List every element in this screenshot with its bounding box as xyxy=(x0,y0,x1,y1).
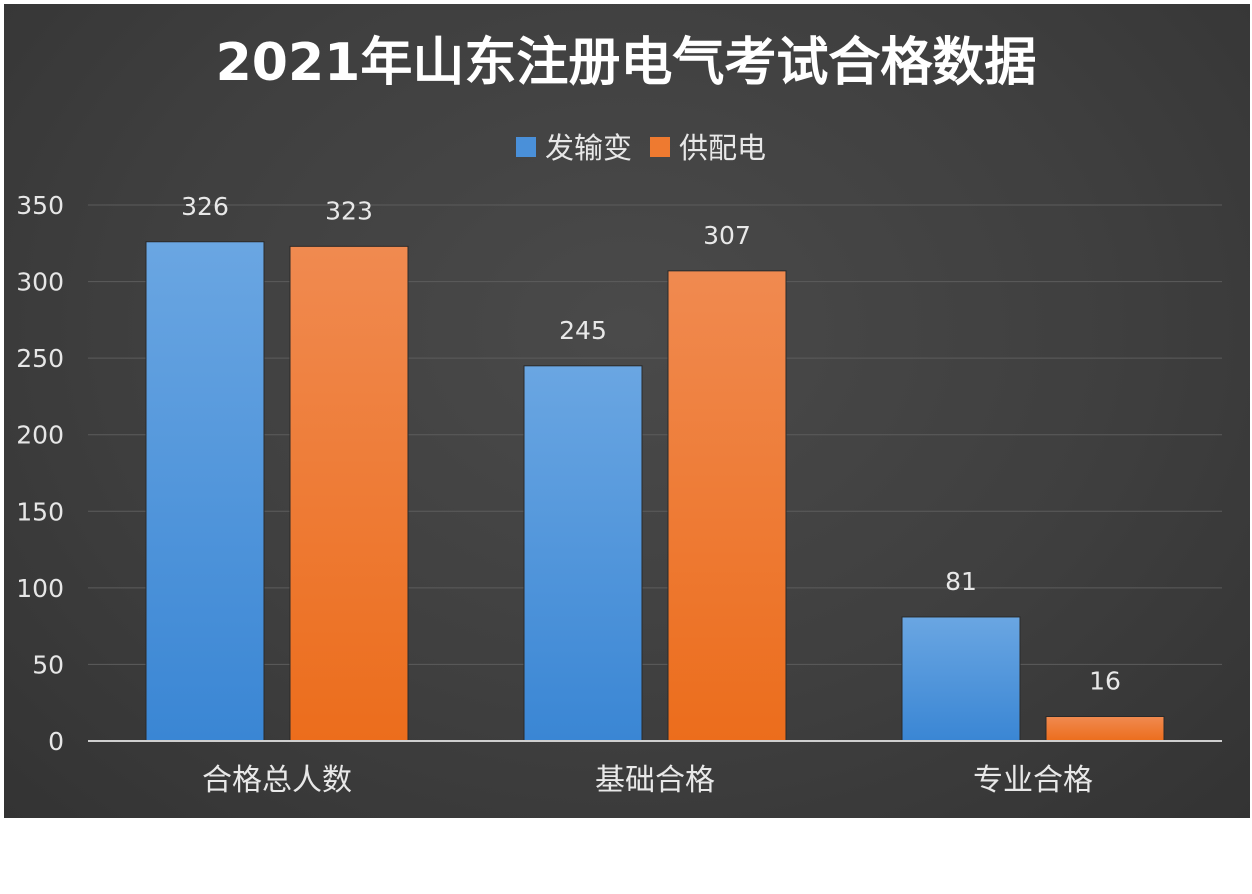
bar-gongpeidian-total xyxy=(289,245,409,742)
bar-fashubian-basic xyxy=(523,365,643,742)
y-tick-label-50: 50 xyxy=(32,650,64,679)
data-label-gongpeidian-basic: 307 xyxy=(703,221,751,250)
data-label-fashubian-professional: 81 xyxy=(945,567,977,596)
bar-gongpeidian-basic xyxy=(667,270,787,742)
legend-swatch-gongpeidian xyxy=(650,137,670,157)
data-label-fashubian-basic: 245 xyxy=(559,316,607,345)
data-label-gongpeidian-total: 323 xyxy=(325,196,373,225)
x-tick-label-total: 合格总人数 xyxy=(202,763,352,798)
y-tick-label-250: 250 xyxy=(16,344,64,373)
y-tick-label-350: 350 xyxy=(16,191,64,220)
y-tick-label-200: 200 xyxy=(16,421,64,450)
legend-swatch-fashubian xyxy=(516,137,536,157)
gridlines xyxy=(88,204,1222,665)
legend: 发输变 供配电 xyxy=(516,131,766,165)
data-label-fashubian-total: 326 xyxy=(181,192,229,221)
bar-gongpeidian-professional xyxy=(1045,715,1165,742)
legend-label-gongpeidian: 供配电 xyxy=(679,131,766,165)
y-axis-ticks: 0 50 100 150 200 250 300 350 xyxy=(16,191,64,756)
y-tick-label-100: 100 xyxy=(16,574,64,603)
bars xyxy=(145,241,1165,742)
bar-fashubian-professional xyxy=(901,616,1021,742)
bar-fashubian-total xyxy=(145,241,265,742)
y-tick-label-300: 300 xyxy=(16,268,64,297)
data-label-gongpeidian-professional: 16 xyxy=(1089,666,1121,695)
chart-title: 2021年山东注册电气考试合格数据 xyxy=(216,33,1037,93)
data-labels: 326 323 245 307 81 16 xyxy=(181,192,1121,696)
x-tick-label-professional: 专业合格 xyxy=(973,763,1093,798)
y-tick-label-150: 150 xyxy=(16,497,64,526)
x-axis-categories: 合格总人数 基础合格 专业合格 xyxy=(202,763,1093,798)
y-tick-label-0: 0 xyxy=(48,727,64,756)
x-tick-label-basic: 基础合格 xyxy=(595,763,715,798)
legend-label-fashubian: 发输变 xyxy=(545,131,632,165)
